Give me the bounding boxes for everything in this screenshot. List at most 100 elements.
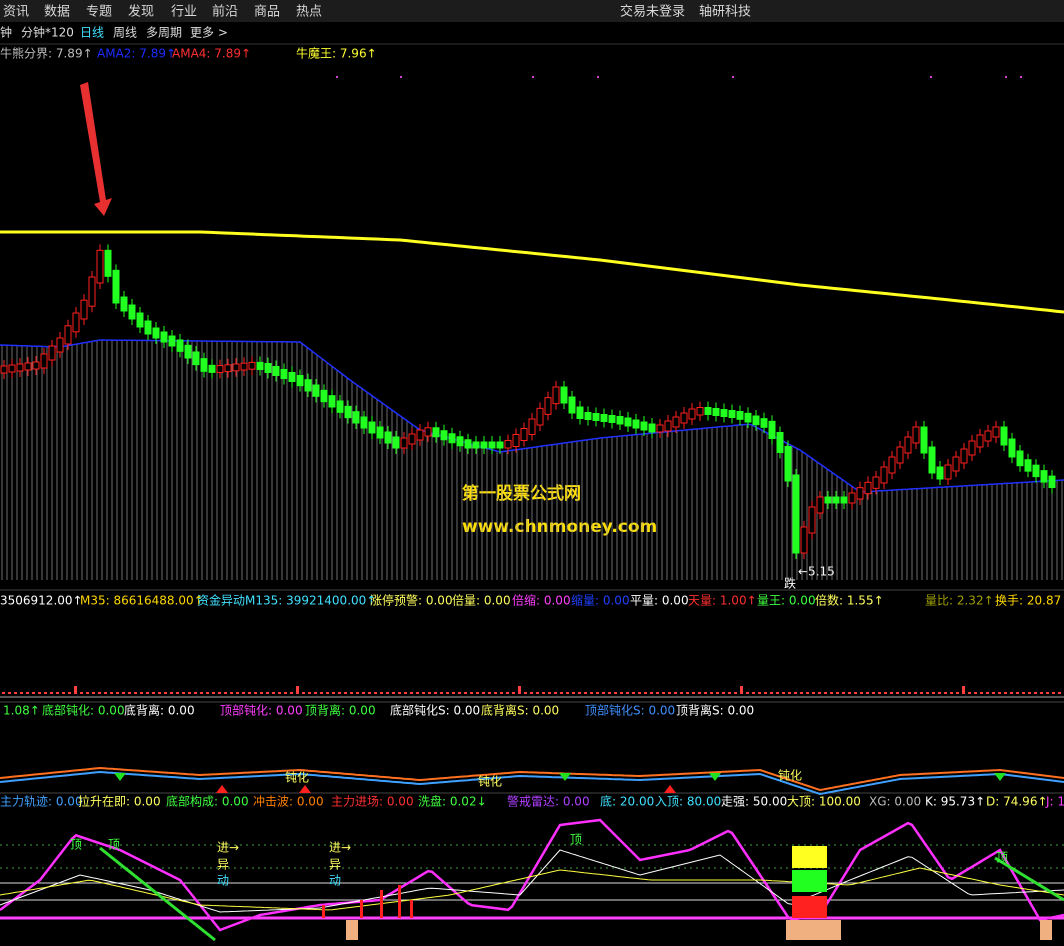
volume-bar — [1022, 692, 1025, 694]
volume-bar — [728, 692, 731, 694]
volume-bar — [80, 692, 83, 694]
candle-body — [0, 365, 8, 374]
volume-bar — [848, 692, 851, 694]
candle-body — [488, 441, 496, 449]
legend-item: 牛熊分界: 7.89↑ — [0, 46, 93, 61]
candle-body — [1048, 475, 1056, 489]
red-bar — [322, 905, 325, 918]
period-tab[interactable]: 周线 — [113, 26, 137, 40]
candle-body — [536, 407, 544, 426]
volume-bar — [914, 692, 917, 694]
candle-body — [728, 410, 736, 418]
volume-bar — [578, 692, 581, 694]
volume-bar — [206, 692, 209, 694]
period-tab[interactable]: 分钟*120 — [21, 25, 74, 40]
volume-bar — [362, 692, 365, 694]
volume-bar — [86, 692, 89, 694]
volume-bar — [20, 692, 23, 694]
menu-item[interactable]: 热点 — [296, 5, 322, 20]
candle-body — [920, 426, 928, 454]
volume-bar — [122, 692, 125, 694]
volume-bar — [92, 692, 95, 694]
dot — [532, 76, 534, 78]
candle-body — [104, 249, 112, 277]
menu-item[interactable]: 商品 — [254, 5, 280, 20]
hand-block — [346, 920, 358, 940]
candle-body — [616, 416, 624, 425]
legend-item: 顶部钝化: 0.00 — [220, 703, 303, 718]
candle-body — [704, 407, 712, 415]
period-tab[interactable]: 日线 — [80, 26, 104, 40]
divergence-label: 钝化 — [285, 771, 309, 785]
legend-item: 入顶: 80.00 — [655, 795, 721, 809]
candle-body — [848, 492, 856, 504]
volume-bar — [692, 692, 695, 694]
candle-body — [568, 396, 576, 414]
candle-body — [784, 446, 792, 482]
candle-body — [288, 372, 296, 382]
volume-bar — [788, 692, 791, 694]
divergence-label: 钝化 — [478, 775, 502, 789]
legend-item: 洗盘: 0.02↓ — [418, 794, 487, 809]
candle-body — [240, 362, 248, 371]
volume-bar — [1046, 692, 1049, 694]
login-status[interactable]: 交易未登录 — [620, 4, 685, 20]
volume-bar — [956, 692, 959, 694]
volume-bar — [278, 692, 281, 694]
volume-bar — [434, 692, 437, 694]
volume-bar — [218, 692, 221, 694]
candle-body — [416, 429, 424, 441]
candle-body — [912, 426, 920, 444]
legend-item: 警戒雷达: 0.00 — [507, 794, 590, 809]
volume-bar — [68, 692, 71, 694]
volume-bar — [194, 692, 197, 694]
candle-body — [584, 412, 592, 420]
volume-bar — [374, 692, 377, 694]
candle-body — [520, 428, 528, 441]
menu-item[interactable]: 发现 — [128, 4, 154, 20]
candle-body — [336, 400, 344, 413]
volume-bar — [446, 692, 449, 694]
candle-body — [960, 448, 968, 464]
menu-item[interactable]: 专题 — [86, 5, 112, 20]
candle-body — [472, 441, 480, 449]
candle-body — [392, 436, 400, 449]
volume-bar — [272, 692, 275, 694]
menu-item[interactable]: 数据 — [44, 5, 70, 20]
volume-bar — [992, 692, 995, 694]
legend-item: M35: 86616488.00↑ — [80, 594, 204, 608]
volume-bar — [512, 692, 515, 694]
period-tab[interactable]: 钟 — [0, 25, 12, 40]
watermark-url: www.chnmoney.com — [462, 517, 657, 537]
period-tab[interactable]: 多周期 — [146, 26, 182, 40]
candle-body — [368, 421, 376, 434]
signal-triangle — [299, 785, 311, 793]
volume-bar — [2, 692, 5, 694]
menu-item[interactable]: 资讯 — [3, 5, 29, 20]
volume-bar — [308, 692, 311, 694]
volume-bar — [572, 692, 575, 694]
candle-body — [576, 406, 584, 419]
period-tab[interactable]: 更多 > — [190, 26, 228, 40]
volume-bar — [320, 692, 323, 694]
volume-bar — [284, 692, 287, 694]
candle-body — [448, 433, 456, 444]
legend-item: 倍量: 0.00 — [452, 593, 511, 608]
volume-bar — [188, 692, 191, 694]
candle-body — [264, 363, 272, 373]
volume-bar — [1004, 692, 1007, 694]
volume-bar — [632, 692, 635, 694]
volume-bar — [98, 692, 101, 694]
candle-body — [984, 430, 992, 442]
candle-body — [736, 411, 744, 420]
candle-body — [360, 416, 368, 429]
candle-body — [496, 441, 504, 449]
volume-bar — [908, 692, 911, 694]
signal-triangle — [994, 773, 1006, 781]
menu-item[interactable]: 前沿 — [212, 4, 238, 20]
legend-item: 顶背离S: 0.00 — [676, 703, 754, 718]
menu-item[interactable]: 行业 — [171, 5, 197, 20]
volume-bar — [488, 692, 491, 694]
trend-line — [994, 856, 1064, 902]
